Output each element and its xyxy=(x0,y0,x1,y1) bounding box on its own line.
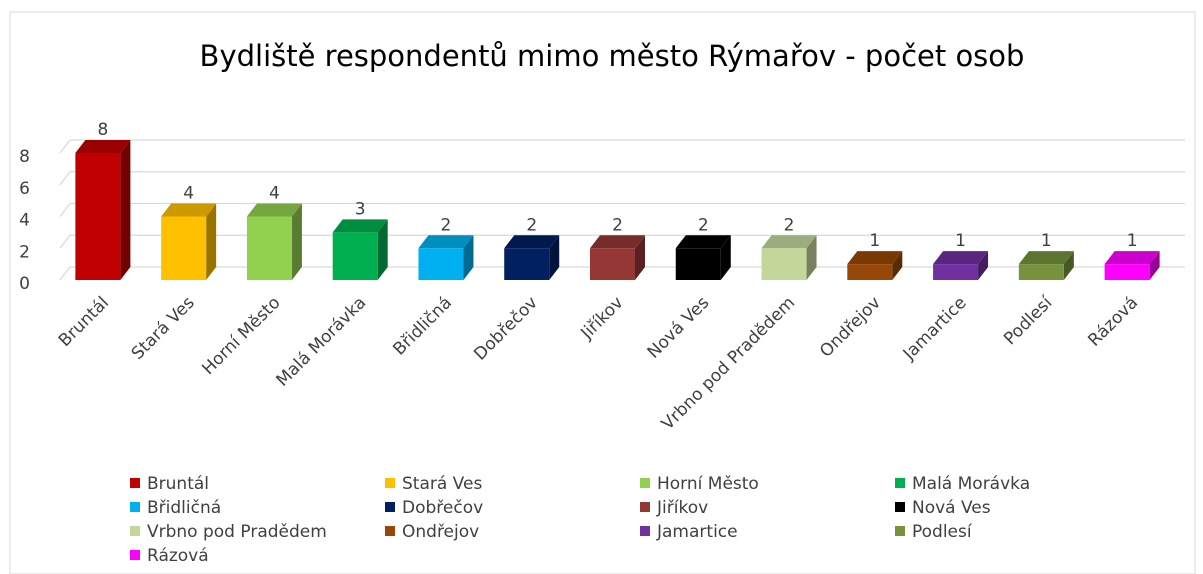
legend-swatch xyxy=(385,478,395,488)
legend-swatch xyxy=(130,502,140,512)
bar-top xyxy=(590,235,645,249)
y-tick-label: 6 xyxy=(19,179,30,199)
bar xyxy=(75,153,121,280)
legend-swatch xyxy=(130,526,140,536)
bar-side xyxy=(291,203,302,280)
legend-swatch xyxy=(130,478,140,488)
bar-top xyxy=(161,203,217,217)
bar xyxy=(761,248,807,280)
data-label: 1 xyxy=(1127,231,1138,251)
legend-label: Horní Město xyxy=(657,474,759,494)
bar-side xyxy=(806,235,817,280)
bar-top xyxy=(332,219,388,233)
legend-label: Jiříkov xyxy=(656,498,708,518)
grid-side xyxy=(59,139,71,154)
legend-label: Stará Ves xyxy=(402,474,482,494)
bar-top xyxy=(504,235,560,249)
grid-side xyxy=(59,234,71,249)
legend-label: Rázová xyxy=(147,546,209,566)
bar xyxy=(675,248,721,280)
bar xyxy=(847,264,893,280)
legend-swatch xyxy=(640,478,650,488)
bar-side xyxy=(1149,251,1160,280)
bar-side xyxy=(549,235,560,280)
y-tick-label: 4 xyxy=(19,211,30,231)
legend-swatch xyxy=(640,526,650,536)
bar-top xyxy=(1018,251,1074,265)
legend-swatch xyxy=(895,526,905,536)
data-label: 3 xyxy=(355,199,366,219)
data-label: 4 xyxy=(183,184,194,204)
legend-swatch xyxy=(385,502,395,512)
bar xyxy=(246,216,292,280)
y-tick-label: 8 xyxy=(19,147,30,167)
bar-side xyxy=(635,235,645,280)
data-label: 2 xyxy=(441,215,452,235)
bar-side xyxy=(377,219,388,280)
legend-label: Jamartice xyxy=(656,522,738,542)
y-tick-label: 2 xyxy=(19,242,30,262)
grid-side xyxy=(59,266,71,281)
bar-top xyxy=(761,235,817,249)
grid-side xyxy=(59,203,71,217)
bar-top xyxy=(418,235,474,249)
data-label: 2 xyxy=(698,215,709,235)
bar-side xyxy=(120,140,131,280)
bar xyxy=(1018,264,1064,280)
legend-label: Ondřejov xyxy=(402,522,479,542)
bar-side xyxy=(1063,251,1074,280)
legend-swatch xyxy=(895,478,905,488)
legend-swatch xyxy=(895,502,905,512)
legend-swatch xyxy=(130,550,140,560)
bar xyxy=(332,232,378,280)
legend-label: Podlesí xyxy=(912,522,973,542)
bar-top xyxy=(847,251,903,265)
bar xyxy=(161,216,207,280)
y-tick-label: 0 xyxy=(19,274,30,294)
grid-side xyxy=(59,171,71,186)
legend-label: Malá Morávka xyxy=(912,474,1030,494)
legend-label: Břidličná xyxy=(147,498,221,518)
bar-side xyxy=(206,203,217,280)
legend-label: Bruntál xyxy=(147,474,209,494)
bar-side xyxy=(978,251,989,280)
data-label: 2 xyxy=(784,215,795,235)
legend-swatch xyxy=(385,526,395,536)
bar-top xyxy=(246,203,302,217)
legend-label: Vrbno pod Pradědem xyxy=(147,522,327,542)
legend-swatch xyxy=(640,502,650,512)
chart-frame xyxy=(9,11,1196,574)
data-label: 1 xyxy=(1041,231,1052,251)
bar xyxy=(418,248,464,280)
data-label: 2 xyxy=(612,215,623,235)
bar xyxy=(590,248,635,280)
bar xyxy=(1104,264,1150,280)
data-label: 1 xyxy=(955,231,966,251)
bar-top xyxy=(75,140,131,153)
data-label: 2 xyxy=(526,215,537,235)
data-label: 1 xyxy=(869,231,880,251)
legend-label: Nová Ves xyxy=(912,498,991,518)
bar-side xyxy=(892,251,903,280)
data-label: 8 xyxy=(97,120,108,140)
bar-top xyxy=(1104,251,1160,265)
data-label: 4 xyxy=(269,184,280,204)
bar-top xyxy=(933,251,989,265)
chart-title: Bydliště respondentů mimo město Rýmařov … xyxy=(200,39,1025,73)
bar xyxy=(933,264,979,280)
bar-side xyxy=(720,235,731,280)
bar-top xyxy=(675,235,731,249)
legend-label: Dobřečov xyxy=(402,498,483,518)
bar xyxy=(504,248,550,280)
bar-side xyxy=(463,235,474,280)
